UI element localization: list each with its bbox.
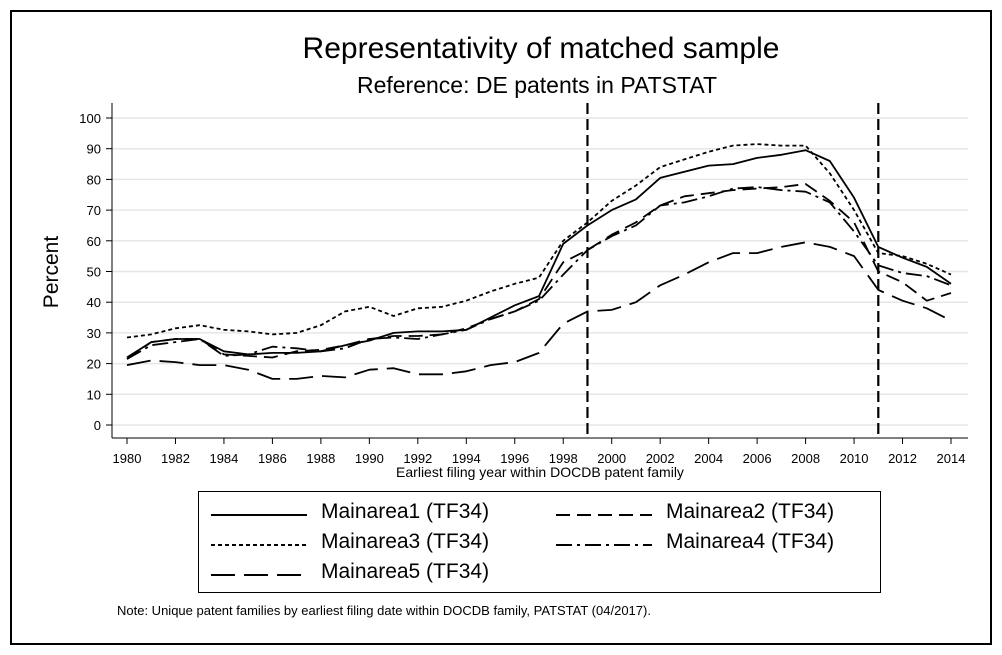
x-tick-label: 2004 [694,451,723,466]
x-axis-label: Earliest filing year within DOCDB patent… [396,464,684,480]
y-tick-label: 90 [87,142,101,157]
x-tick-label: 1996 [500,451,529,466]
y-tick-label: 40 [87,295,101,310]
grid-lines [112,103,968,438]
y-tick-label: 10 [87,387,101,402]
x-tick-label: 1982 [161,451,190,466]
axes: 0 10 20 30 40 50 60 70 80 90 100 1980 1982 1984 1986 19… [79,103,968,466]
legend-label: Mainarea3 (TF34) [321,530,490,553]
x-tick-label: 1988 [306,451,335,466]
y-tick-label: 30 [87,326,101,341]
x-tick-label: 1984 [209,451,238,466]
y-tick-label: 50 [87,265,101,280]
y-tick-label: 0 [94,418,101,433]
y-tick-label: 70 [87,203,101,218]
x-tick-label: 2000 [597,451,626,466]
series-lines [126,143,952,380]
series-line-mainarea2 [126,183,952,360]
x-tick-label: 2008 [791,451,820,466]
series-line-mainarea5 [126,241,952,380]
x-tick-label: 2014 [937,451,966,466]
plot-area [112,103,968,438]
legend-swatch-dotted [211,544,307,546]
y-tick-label: 60 [87,234,101,249]
legend-swatch-dashdot [556,544,652,546]
x-tick-label: 1986 [258,451,287,466]
chart-note: Note: Unique patent families by earliest… [117,603,651,618]
x-tick-label: 1998 [549,451,578,466]
x-tick-label: 2006 [743,451,772,466]
x-tick-label: 1992 [403,451,432,466]
legend-swatch-dashed [556,514,652,516]
legend-swatch-solid [211,514,307,516]
chart-subtitle: Reference: DE patents in PATSTAT [356,72,718,98]
legend: Mainarea1 (TF34) Mainarea2 (TF34) Mainar… [198,491,881,593]
legend-label: Mainarea2 (TF34) [666,500,835,523]
legend-label: Mainarea1 (TF34) [321,500,490,523]
x-tick-label: 1990 [355,451,384,466]
y-tick-label: 80 [87,172,101,187]
x-tick-label: 2012 [888,451,917,466]
x-tick-label: 1994 [452,451,481,466]
y-tick-label: 20 [87,357,101,372]
legend-label: Mainarea4 (TF34) [666,530,835,553]
x-tick-label: 1980 [113,451,142,466]
series-line-mainarea4 [126,186,952,360]
chart-title: Representativity of matched sample [302,32,780,65]
x-tick-label: 2010 [840,451,869,466]
y-tick-label: 100 [79,111,101,126]
y-axis-label: Percent [40,236,63,309]
x-tick-label: 2002 [646,451,675,466]
legend-label: Mainarea5 (TF34) [321,560,490,583]
legend-swatch-longdash [211,574,307,576]
